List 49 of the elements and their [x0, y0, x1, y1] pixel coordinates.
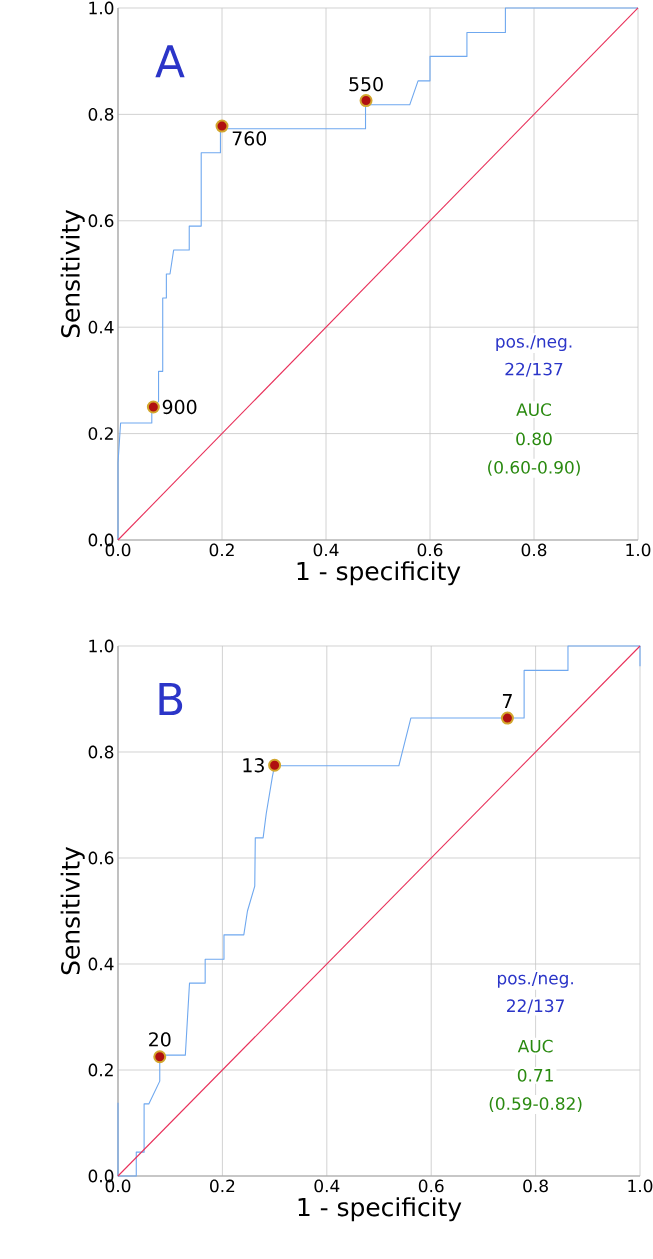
annotation: 20 [149, 1032, 171, 1047]
x-tick-label: 0.6 [418, 1179, 444, 1193]
point [215, 119, 229, 133]
point [359, 94, 373, 108]
annotation: B [159, 683, 183, 715]
annotation: 550 [349, 77, 383, 92]
y-tick-label: 0.6 [88, 851, 114, 865]
y-tick-label: 0.8 [88, 107, 114, 121]
annotation: (0.59-0.82) [489, 1096, 582, 1112]
annotation: A [155, 45, 185, 78]
line-series [117, 7, 639, 541]
y-tick-label: 0.4 [88, 320, 114, 334]
x-tick-label: 0.4 [314, 1179, 340, 1193]
annotation: 22/137 [507, 999, 564, 1014]
point [153, 1050, 167, 1064]
y-axis-title: Sensitivity [60, 846, 85, 975]
y-axis-title: Sensitivity [60, 209, 85, 338]
x-tick-label: 0.8 [521, 543, 547, 557]
x-axis-title: 1 - specificity [298, 1197, 462, 1222]
point [268, 758, 282, 772]
y-tick-label: 0.2 [88, 1063, 113, 1077]
point [500, 711, 514, 725]
x-tick-label: 1.0 [628, 1179, 653, 1193]
x-tick-label: 0.8 [523, 1179, 548, 1193]
annotation: pos./neg. [497, 971, 573, 988]
annotation: 0.71 [517, 1068, 553, 1082]
annotation: 22/137 [505, 362, 563, 377]
x-tick-label: 0.2 [210, 1179, 235, 1193]
annotation: 7 [502, 694, 512, 708]
y-tick-label: 0.2 [88, 427, 113, 440]
annotation: 760 [232, 131, 267, 146]
y-tick-label: 0.8 [88, 745, 114, 759]
annotation: pos./neg. [496, 335, 572, 352]
y-tick-label: 1.0 [89, 1, 114, 15]
annotation: AUC [516, 403, 551, 417]
x-tick-label: 0.2 [209, 543, 234, 557]
point [146, 400, 160, 414]
x-tick-label: 0.4 [313, 543, 339, 557]
annotation: 0.80 [516, 432, 552, 446]
annotation: 900 [162, 399, 197, 415]
annotation: (0.60-0.90) [488, 460, 580, 476]
y-tick-label: 0.6 [88, 214, 114, 228]
y-tick-label: 1.0 [89, 639, 114, 653]
annotation: AUC [517, 1039, 553, 1053]
y-tick-label: 0.4 [88, 957, 114, 971]
x-tick-label: 0.6 [417, 543, 443, 557]
annotation: 13 [243, 758, 264, 773]
x-tick-label: 1.0 [626, 543, 651, 557]
x-axis-title: 1 - specificity [297, 561, 461, 586]
